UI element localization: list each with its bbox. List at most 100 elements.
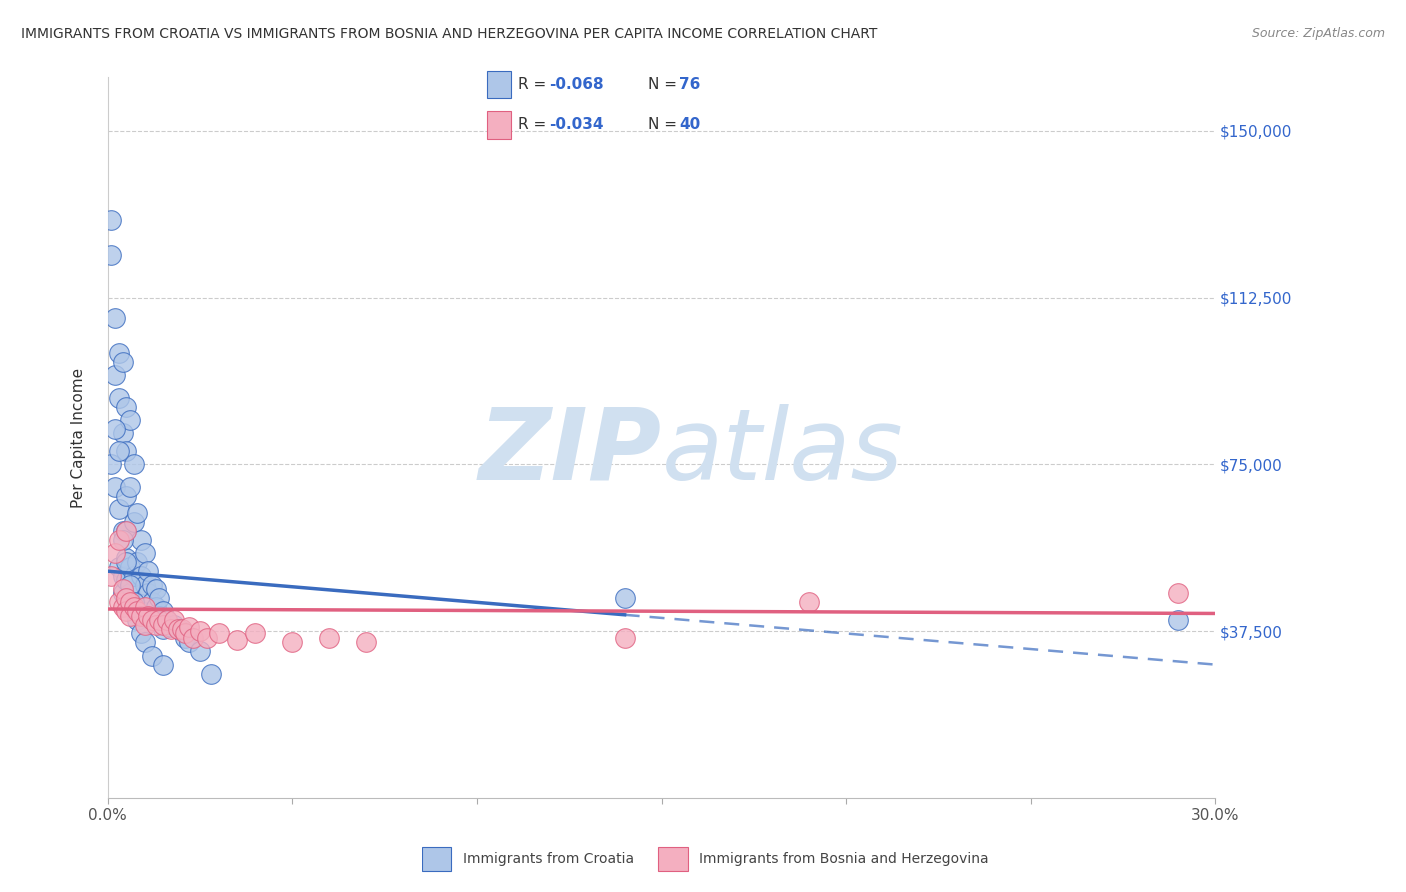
Point — [167, 622, 190, 636]
Point — [115, 524, 138, 538]
Point — [138, 564, 160, 578]
Point — [115, 444, 138, 458]
Point — [188, 624, 211, 639]
Text: -0.034: -0.034 — [550, 117, 603, 132]
Point — [226, 633, 249, 648]
Point — [156, 613, 179, 627]
Point — [613, 591, 636, 605]
Text: Immigrants from Bosnia and Herzegovina: Immigrants from Bosnia and Herzegovina — [699, 852, 988, 866]
Point — [118, 595, 141, 609]
Point — [152, 622, 174, 636]
Point — [100, 212, 122, 227]
Point — [152, 657, 174, 672]
Point — [134, 617, 156, 632]
Bar — [658, 847, 688, 871]
Point — [108, 391, 131, 405]
Point — [354, 635, 377, 649]
Point — [141, 648, 163, 663]
Y-axis label: Per Capita Income: Per Capita Income — [72, 368, 86, 508]
Point — [138, 608, 160, 623]
Point — [1167, 586, 1189, 600]
Bar — [422, 847, 451, 871]
Text: Immigrants from Croatia: Immigrants from Croatia — [463, 852, 634, 866]
Point — [111, 524, 134, 538]
Point — [245, 626, 267, 640]
Point — [134, 608, 156, 623]
Point — [111, 533, 134, 547]
Point — [108, 595, 131, 609]
Point — [1167, 613, 1189, 627]
Point — [115, 400, 138, 414]
Point — [281, 635, 304, 649]
Point — [127, 555, 149, 569]
Point — [134, 599, 156, 614]
Point — [100, 248, 122, 262]
Point — [122, 568, 145, 582]
Bar — [488, 112, 510, 139]
Point — [104, 310, 127, 325]
Text: atlas: atlas — [662, 404, 903, 500]
Point — [118, 586, 141, 600]
Point — [118, 413, 141, 427]
Point — [152, 604, 174, 618]
Point — [170, 624, 193, 639]
Point — [127, 599, 149, 614]
Point — [145, 617, 167, 632]
Point — [138, 586, 160, 600]
Point — [197, 631, 219, 645]
Point — [108, 533, 131, 547]
Text: 40: 40 — [679, 117, 700, 132]
Point — [200, 666, 222, 681]
Point — [174, 631, 197, 645]
Point — [134, 546, 156, 560]
Point — [111, 582, 134, 596]
Point — [129, 608, 152, 623]
Point — [177, 635, 200, 649]
Point — [170, 622, 193, 636]
Point — [115, 550, 138, 565]
Point — [134, 635, 156, 649]
Text: N =: N = — [648, 77, 682, 92]
Point — [188, 644, 211, 658]
Point — [129, 626, 152, 640]
Point — [115, 591, 138, 605]
Point — [118, 480, 141, 494]
Point — [159, 620, 181, 634]
Point — [129, 568, 152, 582]
Point — [152, 617, 174, 632]
Point — [127, 507, 149, 521]
Point — [111, 586, 134, 600]
Point — [111, 355, 134, 369]
Text: Source: ZipAtlas.com: Source: ZipAtlas.com — [1251, 27, 1385, 40]
Point — [104, 368, 127, 383]
Point — [111, 568, 134, 582]
Point — [134, 577, 156, 591]
Point — [177, 620, 200, 634]
Text: R =: R = — [519, 77, 551, 92]
Point — [174, 626, 197, 640]
Point — [104, 422, 127, 436]
Point — [141, 577, 163, 591]
Point — [104, 480, 127, 494]
Point — [122, 516, 145, 530]
Point — [167, 622, 190, 636]
Point — [141, 613, 163, 627]
Point — [181, 631, 204, 645]
Point — [115, 604, 138, 618]
Point — [207, 626, 229, 640]
Point — [104, 546, 127, 560]
Point — [145, 599, 167, 614]
Point — [613, 631, 636, 645]
Point — [115, 524, 138, 538]
Point — [118, 608, 141, 623]
Point — [163, 617, 186, 632]
Point — [122, 458, 145, 472]
Point — [118, 577, 141, 591]
Point — [148, 608, 170, 623]
Point — [141, 613, 163, 627]
Point — [145, 582, 167, 596]
Text: 76: 76 — [679, 77, 700, 92]
Point — [127, 613, 149, 627]
Point — [129, 604, 152, 618]
Point — [115, 489, 138, 503]
